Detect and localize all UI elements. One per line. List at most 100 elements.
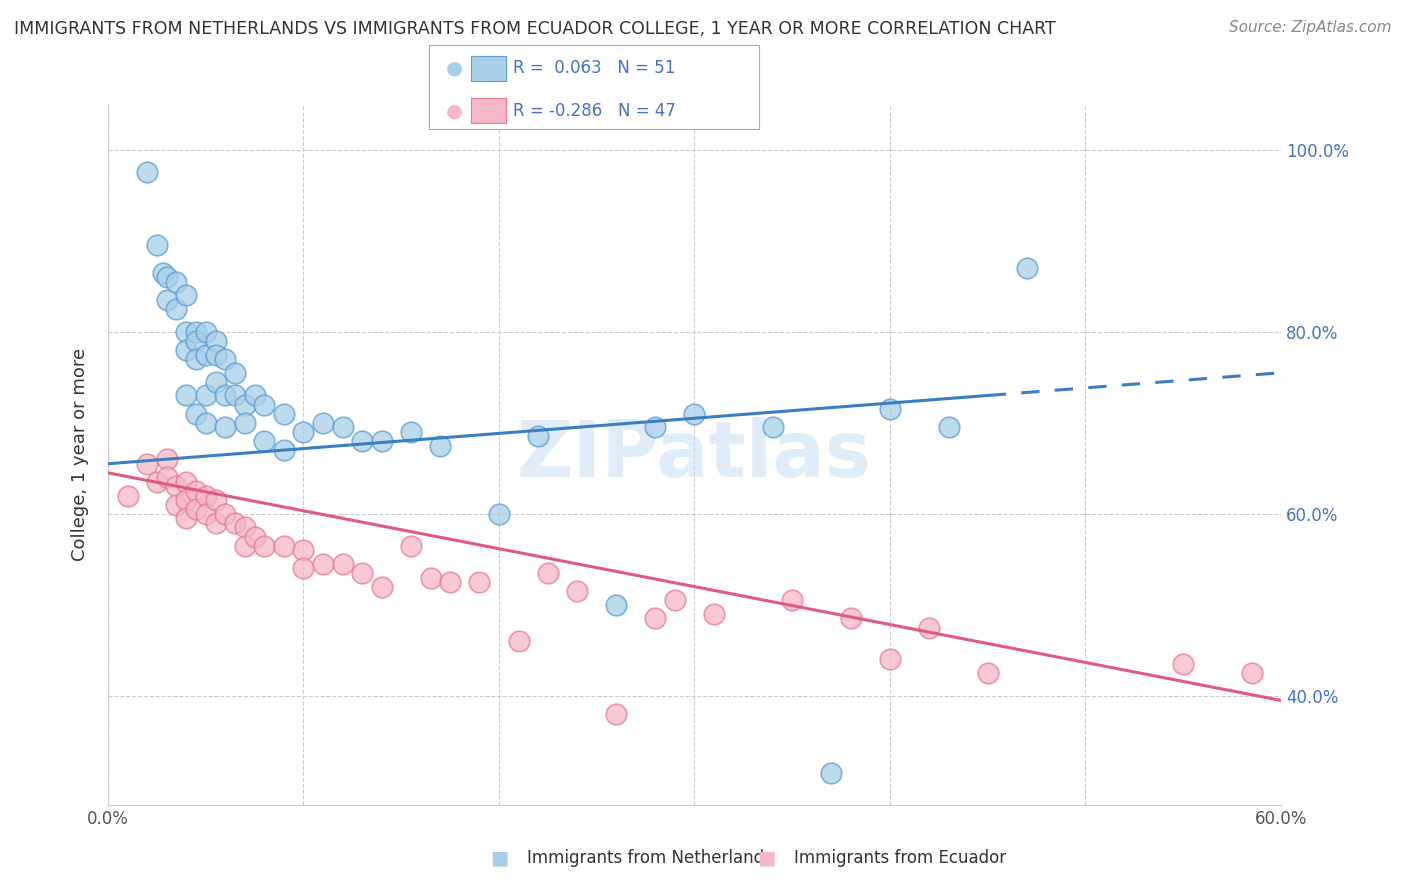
Point (1173, 657, 1195, 671)
Point (527, 429, 550, 443)
Point (156, 293, 179, 307)
Point (820, 766, 842, 780)
Point (204, 334, 226, 348)
Point (879, 652, 901, 666)
Point (233, 520, 256, 534)
Point (429, 438, 451, 452)
Text: R = -0.286   N = 47: R = -0.286 N = 47 (513, 102, 676, 120)
Point (174, 288, 197, 302)
Point (468, 575, 491, 590)
Point (439, 575, 461, 590)
Point (233, 416, 256, 430)
Point (165, 479, 187, 493)
Point (253, 539, 276, 553)
Point (184, 325, 207, 339)
Point (370, 580, 392, 594)
Point (253, 398, 276, 412)
Point (204, 347, 226, 361)
Point (488, 507, 510, 521)
Point (332, 420, 354, 434)
Point (243, 388, 266, 402)
Point (780, 593, 803, 607)
Point (879, 402, 901, 417)
Point (537, 566, 560, 580)
Point (204, 375, 226, 389)
Point (273, 407, 295, 421)
Point (156, 470, 179, 484)
Point (136, 457, 159, 471)
Point (938, 420, 960, 434)
Point (156, 452, 179, 467)
Point (233, 398, 256, 412)
Point (605, 707, 627, 722)
Point (352, 434, 374, 448)
Point (644, 611, 666, 625)
Point (644, 420, 666, 434)
Point (292, 425, 315, 439)
Point (214, 388, 236, 402)
Point (174, 325, 197, 339)
Text: Immigrants from Ecuador: Immigrants from Ecuador (794, 849, 1007, 867)
Point (165, 301, 187, 316)
Text: IMMIGRANTS FROM NETHERLANDS VS IMMIGRANTS FROM ECUADOR COLLEGE, 1 YEAR OR MORE C: IMMIGRANTS FROM NETHERLANDS VS IMMIGRANT… (14, 20, 1056, 37)
Point (194, 507, 217, 521)
Point (194, 325, 217, 339)
Point (233, 539, 256, 553)
Point (165, 275, 187, 289)
Point (312, 557, 335, 571)
Point (224, 366, 246, 380)
Point (194, 489, 217, 503)
Point (839, 611, 862, 625)
Text: ●: ● (446, 59, 463, 78)
Point (184, 484, 207, 499)
Point (214, 420, 236, 434)
Point (152, 266, 174, 280)
Point (683, 407, 706, 421)
Point (703, 607, 725, 621)
Point (399, 539, 422, 553)
Point (1015, 260, 1038, 275)
Point (174, 388, 197, 402)
Point (224, 516, 246, 530)
Point (174, 475, 197, 489)
Point (136, 165, 159, 179)
Point (419, 570, 441, 584)
Point (977, 666, 1000, 681)
Point (508, 634, 530, 648)
Point (184, 502, 207, 516)
Y-axis label: College, 1 year or more: College, 1 year or more (72, 348, 89, 561)
Point (214, 352, 236, 367)
Point (156, 270, 179, 285)
Text: ●: ● (446, 101, 463, 120)
Point (243, 530, 266, 544)
Point (184, 334, 207, 348)
Point (664, 593, 686, 607)
Point (918, 621, 941, 635)
Point (332, 557, 354, 571)
Point (174, 343, 197, 357)
Text: Source: ZipAtlas.com: Source: ZipAtlas.com (1229, 20, 1392, 35)
Text: ■: ■ (756, 848, 776, 868)
Point (204, 493, 226, 508)
Point (194, 388, 217, 402)
Point (117, 489, 139, 503)
Point (214, 507, 236, 521)
Point (312, 416, 335, 430)
Point (146, 238, 169, 252)
Point (762, 420, 785, 434)
Text: ■: ■ (489, 848, 509, 868)
Point (204, 516, 226, 530)
Point (253, 434, 276, 448)
Text: Immigrants from Netherlands: Immigrants from Netherlands (527, 849, 773, 867)
Point (224, 388, 246, 402)
Point (1240, 666, 1263, 681)
Point (194, 416, 217, 430)
Point (174, 511, 197, 525)
Point (194, 347, 217, 361)
Point (605, 598, 627, 612)
Point (184, 407, 207, 421)
Point (399, 425, 422, 439)
Point (174, 493, 197, 508)
Point (273, 443, 295, 458)
Point (370, 434, 392, 448)
